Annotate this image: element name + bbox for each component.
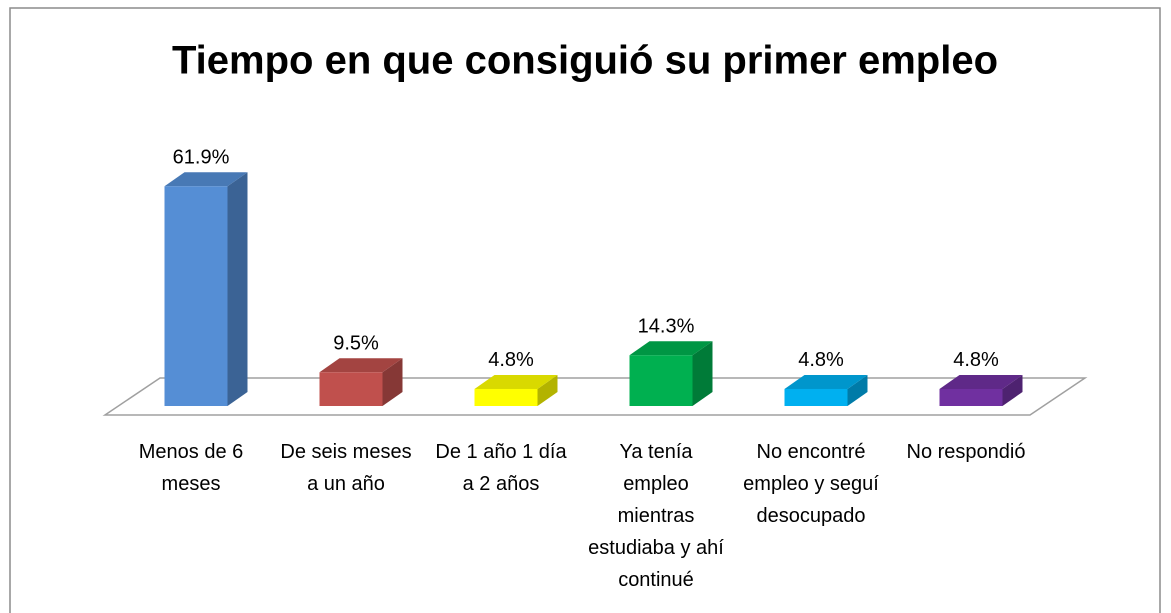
bar-side (382, 358, 403, 406)
data-label: 4.8% (953, 349, 999, 371)
chart-border (9, 7, 1161, 613)
bar-top (629, 341, 713, 356)
bar-top (784, 374, 868, 389)
bar-side (227, 172, 248, 406)
bar-side (1002, 374, 1023, 406)
x-tick-label-line: a un año (307, 473, 385, 495)
x-tick-label-line: No encontré (757, 441, 866, 463)
x-tick-label: No encontré empleo y seguí desocupado (743, 441, 879, 527)
bar (939, 374, 1023, 406)
x-tick-label-line: empleo y seguí (743, 473, 879, 495)
bar-side (537, 374, 558, 406)
bar (474, 374, 558, 406)
bar-side (692, 341, 713, 406)
x-tick-label-line: continué (618, 569, 694, 591)
x-tick-label-line: a 2 años (463, 473, 540, 495)
bar-top (474, 374, 558, 389)
x-tick-label-line: De seis meses (280, 441, 411, 463)
bar-front (629, 355, 693, 406)
x-tick-label-line: estudiaba y ahí (588, 537, 724, 559)
x-tick-label: Ya tenía empleo mientras estudiaba y ahí con… (588, 441, 724, 591)
x-tick-label: Menos de 6 meses (139, 441, 244, 495)
bar-front (784, 388, 848, 406)
x-tick-label-line: Menos de 6 (139, 441, 244, 463)
x-tick-label-line: empleo (623, 473, 689, 495)
x-tick-label-line: De 1 año 1 día (435, 441, 567, 463)
x-tick-label-line: meses (162, 473, 221, 495)
data-label: 4.8% (488, 349, 534, 371)
data-label: 9.5% (333, 333, 379, 355)
bar-top (164, 172, 248, 187)
bar (629, 341, 713, 406)
bar (164, 172, 248, 406)
bar-top (939, 374, 1023, 389)
bar-front (319, 372, 383, 406)
x-tick-label-line: No respondió (907, 441, 1026, 463)
x-tick-label: De seis meses a un año (280, 441, 411, 495)
bar-front (474, 388, 538, 406)
x-tick-label-line: Ya tenía (619, 441, 693, 463)
x-tick-label-line: desocupado (757, 505, 866, 527)
data-label: 14.3% (638, 316, 695, 338)
x-tick-label-line: mientras (618, 505, 695, 527)
x-tick-label: No respondió (907, 441, 1026, 463)
bar-side (847, 374, 868, 406)
data-label: 4.8% (798, 349, 844, 371)
floor (102, 377, 1088, 416)
chart-title: Tiempo en que consiguió su primer empleo (172, 39, 998, 83)
bar (784, 374, 868, 406)
data-label: 61.9% (173, 147, 230, 169)
bar-front (164, 186, 228, 406)
x-tick-label: De 1 año 1 día a 2 años (435, 441, 567, 495)
bar (319, 358, 403, 406)
bar-top (319, 358, 403, 373)
bar-front (939, 388, 1003, 406)
